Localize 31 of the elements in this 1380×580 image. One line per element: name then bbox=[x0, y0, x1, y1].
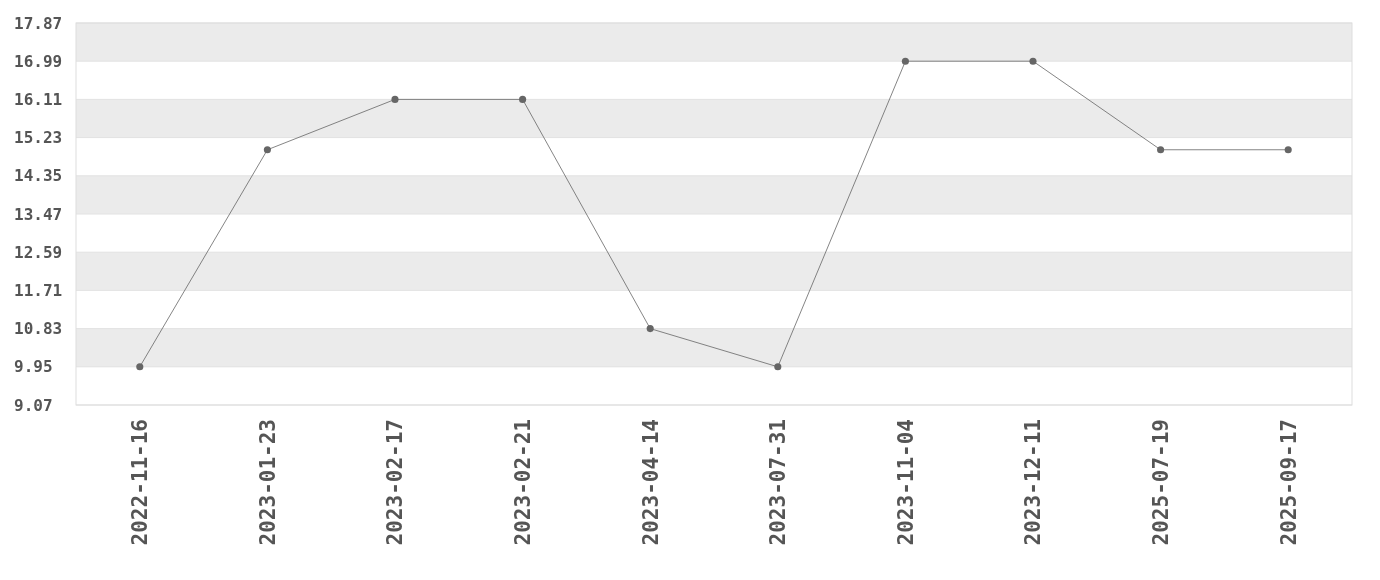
x-tick-label: 2023-04-14 bbox=[638, 419, 663, 546]
y-tick-label: 12.59 bbox=[14, 242, 63, 262]
point bbox=[646, 325, 654, 333]
point bbox=[519, 95, 527, 103]
x-tick-label: 2023-01-23 bbox=[255, 419, 280, 546]
y-tick-label: 10.83 bbox=[14, 319, 63, 339]
x-tick-label: 2023-11-04 bbox=[893, 419, 918, 546]
y-tick-label: 17.87 bbox=[14, 13, 63, 33]
point bbox=[774, 363, 782, 371]
x-tick-label: 2023-02-17 bbox=[383, 419, 408, 546]
point bbox=[391, 95, 399, 103]
x-tick-label: 2022-11-16 bbox=[128, 419, 153, 546]
y-tick-label: 16.99 bbox=[14, 51, 63, 71]
y-tick-label: 14.35 bbox=[14, 166, 63, 186]
point bbox=[1157, 146, 1165, 154]
point bbox=[1029, 57, 1037, 65]
x-tick-label: 2025-07-19 bbox=[1148, 419, 1173, 546]
y-tick-label: 15.23 bbox=[14, 128, 63, 148]
point bbox=[1284, 146, 1292, 154]
point bbox=[136, 363, 144, 371]
y-tick-label: 9.95 bbox=[14, 357, 53, 377]
x-tick-label: 2023-07-31 bbox=[766, 419, 791, 546]
y-tick-label: 11.71 bbox=[14, 281, 63, 300]
y-tick-label: 13.47 bbox=[14, 204, 63, 224]
x-tick-label: 2023-02-21 bbox=[510, 419, 535, 546]
point bbox=[263, 146, 271, 154]
y-tick-label: 9.07 bbox=[14, 395, 53, 415]
x-tick-label: 2023-12-11 bbox=[1021, 419, 1046, 546]
x-tick-label: 2025-09-17 bbox=[1276, 419, 1301, 546]
y-tick-label: 16.11 bbox=[14, 90, 63, 109]
point bbox=[901, 57, 909, 65]
